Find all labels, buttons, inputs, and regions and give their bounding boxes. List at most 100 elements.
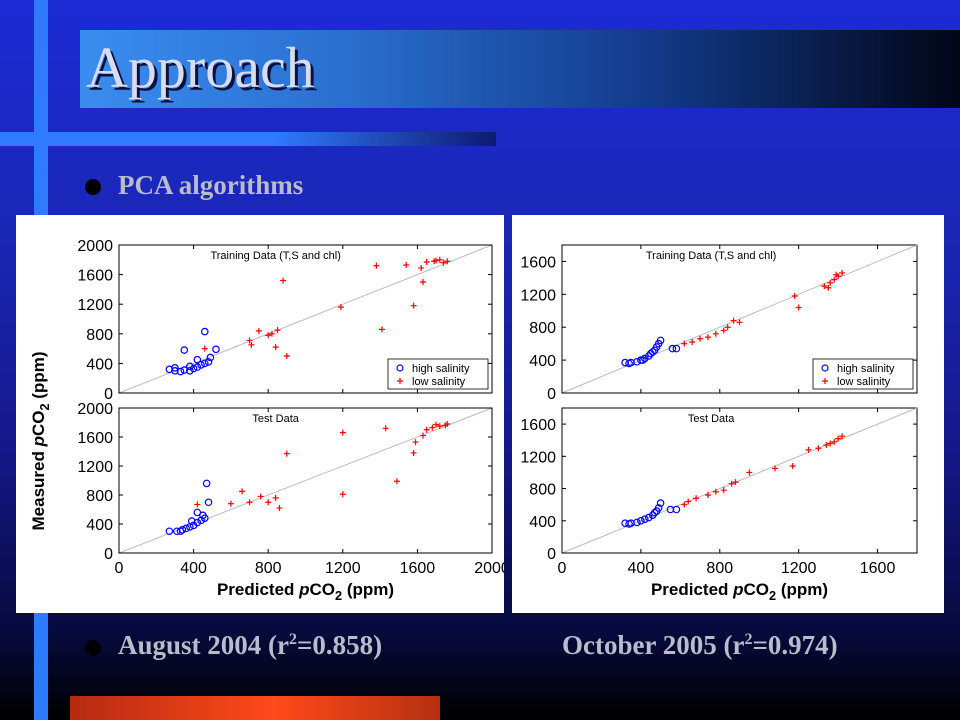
x-tick-label: 0: [558, 560, 567, 577]
point-low-salinity: [833, 271, 840, 278]
legend-marker-high-salinity: [396, 364, 404, 372]
point-high-salinity: [176, 367, 185, 376]
legend-marker-high-salinity: [821, 364, 829, 372]
point-high-salinity: [633, 518, 641, 527]
point-low-salinity: [272, 494, 279, 501]
point-high-salinity: [199, 511, 207, 520]
point-low-salinity: [697, 335, 704, 342]
point-low-salinity: [255, 327, 262, 334]
caption-left-text: August 2004 (r: [118, 630, 290, 660]
point-low-salinity: [821, 283, 828, 290]
point-high-salinity: [180, 346, 189, 354]
point-low-salinity: [789, 463, 796, 469]
point-high-salinity: [656, 336, 665, 345]
chart-panel-august-2004: 0 400 800 1200 1600 2000 Training Data (T,S an…: [16, 215, 504, 613]
point-high-salinity: [672, 505, 681, 514]
x-tick-label: 400: [628, 560, 655, 577]
point-high-salinity: [197, 516, 205, 525]
point-high-salinity: [176, 527, 185, 536]
point-high-salinity: [650, 508, 659, 517]
point-low-salinity: [339, 491, 346, 498]
x-tick-label: 1200: [325, 560, 361, 577]
x-tick-label: 1600: [400, 560, 436, 577]
point-low-salinity: [732, 479, 739, 486]
point-high-salinity: [204, 498, 213, 507]
point-high-salinity: [189, 364, 198, 373]
legend-marker-low-salinity: [822, 378, 828, 384]
point-low-salinity: [276, 505, 283, 512]
legend-label: low salinity: [412, 376, 466, 388]
plot-title: Training Data (T,S and chl): [210, 250, 340, 262]
point-low-salinity: [283, 353, 290, 359]
y-tick-label: 2000: [77, 238, 113, 255]
point-low-salinity: [825, 284, 832, 291]
y-tick-label: 1600: [77, 268, 113, 285]
point-low-salinity: [827, 440, 834, 447]
legend-box: [812, 358, 914, 390]
point-low-salinity: [436, 256, 443, 263]
x-tick-label: 1600: [860, 560, 896, 577]
y-tick-label: 1200: [77, 297, 113, 314]
point-low-salinity: [815, 445, 822, 452]
point-high-salinity: [668, 344, 677, 353]
point-low-salinity: [805, 446, 812, 453]
x-axis-label: Predicted pCO2 (ppm): [651, 580, 828, 603]
point-high-salinity: [637, 516, 645, 525]
x-tick-label: 800: [255, 560, 282, 577]
legend-label: high salinity: [837, 363, 895, 375]
point-low-salinity: [835, 435, 842, 442]
point-low-salinity: [227, 500, 234, 507]
point-high-salinity: [200, 359, 209, 368]
point-low-salinity: [393, 478, 400, 485]
caption-left-sup: 2: [289, 631, 298, 648]
point-low-salinity: [194, 501, 201, 508]
point-low-salinity: [268, 330, 275, 337]
y-tick-label: 0: [104, 386, 113, 403]
chart-panel-october-2005: 0 400 800 1200 1600 Training Data (T,S and ch…: [512, 215, 944, 613]
point-low-salinity: [730, 317, 737, 324]
y-tick-label: 0: [547, 546, 556, 563]
point-low-salinity: [280, 277, 287, 284]
x-tick-label: 2000: [474, 560, 504, 577]
point-high-salinity: [672, 344, 681, 353]
caption-left-tail: =0.858): [297, 630, 383, 660]
point-low-salinity: [419, 432, 426, 439]
caption-right-tail: =0.974): [752, 630, 838, 660]
plot-title: Training Data (T,S and chl): [646, 250, 776, 262]
one-to-one-line: [561, 244, 918, 394]
point-low-salinity: [724, 324, 731, 331]
bullet-dot: [85, 640, 101, 656]
point-low-salinity: [337, 304, 344, 311]
point-low-salinity: [831, 438, 838, 445]
point-low-salinity: [720, 487, 727, 494]
point-high-salinity: [654, 504, 663, 512]
point-low-salinity: [681, 501, 688, 508]
point-high-salinity: [193, 355, 202, 364]
point-low-salinity: [274, 327, 281, 334]
point-low-salinity: [712, 330, 719, 337]
point-low-salinity: [440, 259, 447, 266]
point-low-salinity: [412, 439, 419, 446]
point-high-salinity: [178, 525, 187, 534]
point-high-salinity: [165, 527, 174, 536]
point-low-salinity: [720, 327, 727, 334]
y-tick-label: 1600: [520, 417, 556, 434]
y-tick-label: 2000: [77, 401, 113, 418]
point-low-salinity: [746, 469, 753, 476]
point-low-salinity: [827, 279, 834, 286]
y-axis-label: Measured pCO2 (ppm): [29, 351, 52, 530]
plot-oct-training: 0 400 800 1200 1600 Training Data (T,S and ch…: [520, 244, 918, 403]
point-high-salinity: [656, 499, 665, 507]
point-low-salinity: [431, 258, 438, 265]
bullet-pca: PCA algorithms: [118, 170, 304, 200]
caption-august-2004: August 2004 (r2=0.858): [118, 630, 382, 661]
y-tick-label: 400: [529, 353, 556, 370]
point-high-salinity: [206, 353, 215, 362]
point-low-salinity: [373, 262, 380, 269]
decor-bottom-bar: [70, 696, 440, 720]
point-low-salinity: [444, 420, 451, 427]
point-low-salinity: [246, 337, 253, 344]
point-low-salinity: [410, 449, 417, 456]
point-low-salinity: [685, 498, 692, 505]
point-high-salinity: [197, 361, 205, 369]
